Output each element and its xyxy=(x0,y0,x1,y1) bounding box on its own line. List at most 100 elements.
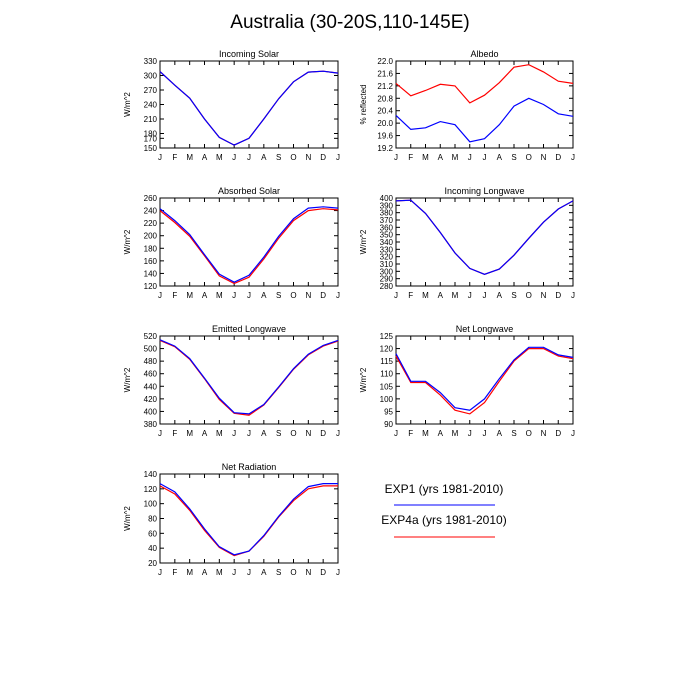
y-tick-label: 22.0 xyxy=(377,57,393,66)
y-tick-label: 480 xyxy=(144,357,158,366)
x-tick-label: S xyxy=(276,291,281,300)
x-tick-label: A xyxy=(202,429,208,438)
x-tick-label: A xyxy=(261,153,267,162)
y-tick-label: 115 xyxy=(380,357,393,366)
x-tick-label: A xyxy=(202,153,208,162)
panel-title: Net Radiation xyxy=(222,462,277,472)
x-tick-label: N xyxy=(541,429,547,438)
x-tick-label: F xyxy=(172,153,177,162)
y-axis-label: W/m^2 xyxy=(123,229,132,254)
y-tick-label: 300 xyxy=(144,72,158,81)
y-tick-label: 105 xyxy=(380,382,394,391)
y-tick-label: 21.6 xyxy=(377,69,393,78)
y-tick-label: 270 xyxy=(144,86,158,95)
x-tick-label: M xyxy=(452,429,459,438)
x-tick-label: J xyxy=(483,429,487,438)
x-tick-label: F xyxy=(172,291,177,300)
x-tick-label: S xyxy=(276,153,281,162)
series-line-exp4a xyxy=(159,208,339,285)
series-line-exp1 xyxy=(395,346,574,411)
panel-title: Incoming Solar xyxy=(219,49,279,59)
x-tick-label: A xyxy=(202,568,208,577)
y-tick-label: 280 xyxy=(380,282,394,291)
x-tick-label: J xyxy=(468,153,472,162)
x-tick-label: J xyxy=(232,291,236,300)
y-tick-label: 60 xyxy=(148,529,157,538)
x-tick-label: J xyxy=(232,429,236,438)
x-tick-label: M xyxy=(216,429,223,438)
x-tick-label: F xyxy=(408,429,413,438)
x-tick-label: J xyxy=(394,291,398,300)
x-tick-label: J xyxy=(483,153,487,162)
x-tick-label: A xyxy=(497,291,503,300)
y-tick-label: 370 xyxy=(380,216,394,225)
x-tick-label: J xyxy=(468,291,472,300)
plot-frame xyxy=(159,197,339,287)
y-tick-label: 350 xyxy=(380,231,394,240)
x-tick-label: M xyxy=(452,291,459,300)
x-tick-label: A xyxy=(438,291,444,300)
x-tick-label: M xyxy=(422,429,429,438)
x-tick-label: J xyxy=(247,291,251,300)
y-tick-label: 160 xyxy=(144,257,158,266)
y-tick-label: 360 xyxy=(380,223,394,232)
plot-frame xyxy=(159,473,339,564)
x-tick-label: N xyxy=(305,429,311,438)
y-axis-label: % reflected xyxy=(359,84,368,124)
x-tick-label: A xyxy=(438,429,444,438)
x-tick-label: J xyxy=(571,429,575,438)
x-tick-label: F xyxy=(408,153,413,162)
y-tick-label: 150 xyxy=(144,144,158,153)
y-tick-label: 300 xyxy=(380,267,394,276)
x-tick-label: O xyxy=(290,429,296,438)
y-axis-label: W/m^2 xyxy=(359,367,368,392)
y-tick-label: 21.2 xyxy=(377,82,393,91)
y-tick-label: 90 xyxy=(384,420,393,429)
y-tick-label: 260 xyxy=(144,194,158,203)
x-tick-label: J xyxy=(336,153,340,162)
x-tick-label: N xyxy=(541,291,547,300)
y-tick-label: 120 xyxy=(144,485,158,494)
x-tick-label: A xyxy=(261,429,267,438)
y-tick-label: 500 xyxy=(144,345,158,354)
x-tick-label: J xyxy=(232,153,236,162)
x-tick-label: J xyxy=(158,429,162,438)
y-axis-label: W/m^2 xyxy=(123,506,132,531)
y-tick-label: 40 xyxy=(148,544,157,553)
x-tick-label: S xyxy=(276,568,281,577)
y-tick-label: 80 xyxy=(148,515,157,524)
y-tick-label: 180 xyxy=(144,130,158,139)
series-line-exp4a xyxy=(395,348,574,415)
y-tick-label: 400 xyxy=(380,194,394,203)
x-tick-label: N xyxy=(305,291,311,300)
x-tick-label: D xyxy=(555,291,561,300)
x-tick-label: A xyxy=(261,291,267,300)
y-tick-label: 20.8 xyxy=(377,94,393,103)
x-tick-label: D xyxy=(320,568,326,577)
y-tick-label: 170 xyxy=(144,134,158,143)
x-tick-label: J xyxy=(336,568,340,577)
y-tick-label: 200 xyxy=(144,232,158,241)
series-line-exp1 xyxy=(159,70,339,146)
x-tick-label: M xyxy=(216,153,223,162)
y-tick-label: 180 xyxy=(144,244,158,253)
y-tick-label: 420 xyxy=(144,395,158,404)
panel-title: Emitted Longwave xyxy=(212,324,286,334)
series-line-exp4a xyxy=(395,64,574,104)
y-tick-label: 320 xyxy=(380,253,394,262)
x-tick-label: A xyxy=(497,429,503,438)
legend-label: EXP4a (yrs 1981-2010) xyxy=(381,513,506,527)
legend-label: EXP1 (yrs 1981-2010) xyxy=(385,482,504,496)
x-tick-label: F xyxy=(408,291,413,300)
y-axis-label: W/m^2 xyxy=(359,229,368,254)
y-tick-label: 140 xyxy=(144,470,158,479)
x-tick-label: J xyxy=(394,153,398,162)
x-tick-label: N xyxy=(305,153,311,162)
y-tick-label: 240 xyxy=(144,207,158,216)
x-tick-label: M xyxy=(216,291,223,300)
y-tick-label: 380 xyxy=(144,420,158,429)
x-tick-label: J xyxy=(232,568,236,577)
x-tick-label: J xyxy=(571,291,575,300)
series-line-exp1 xyxy=(159,339,339,415)
